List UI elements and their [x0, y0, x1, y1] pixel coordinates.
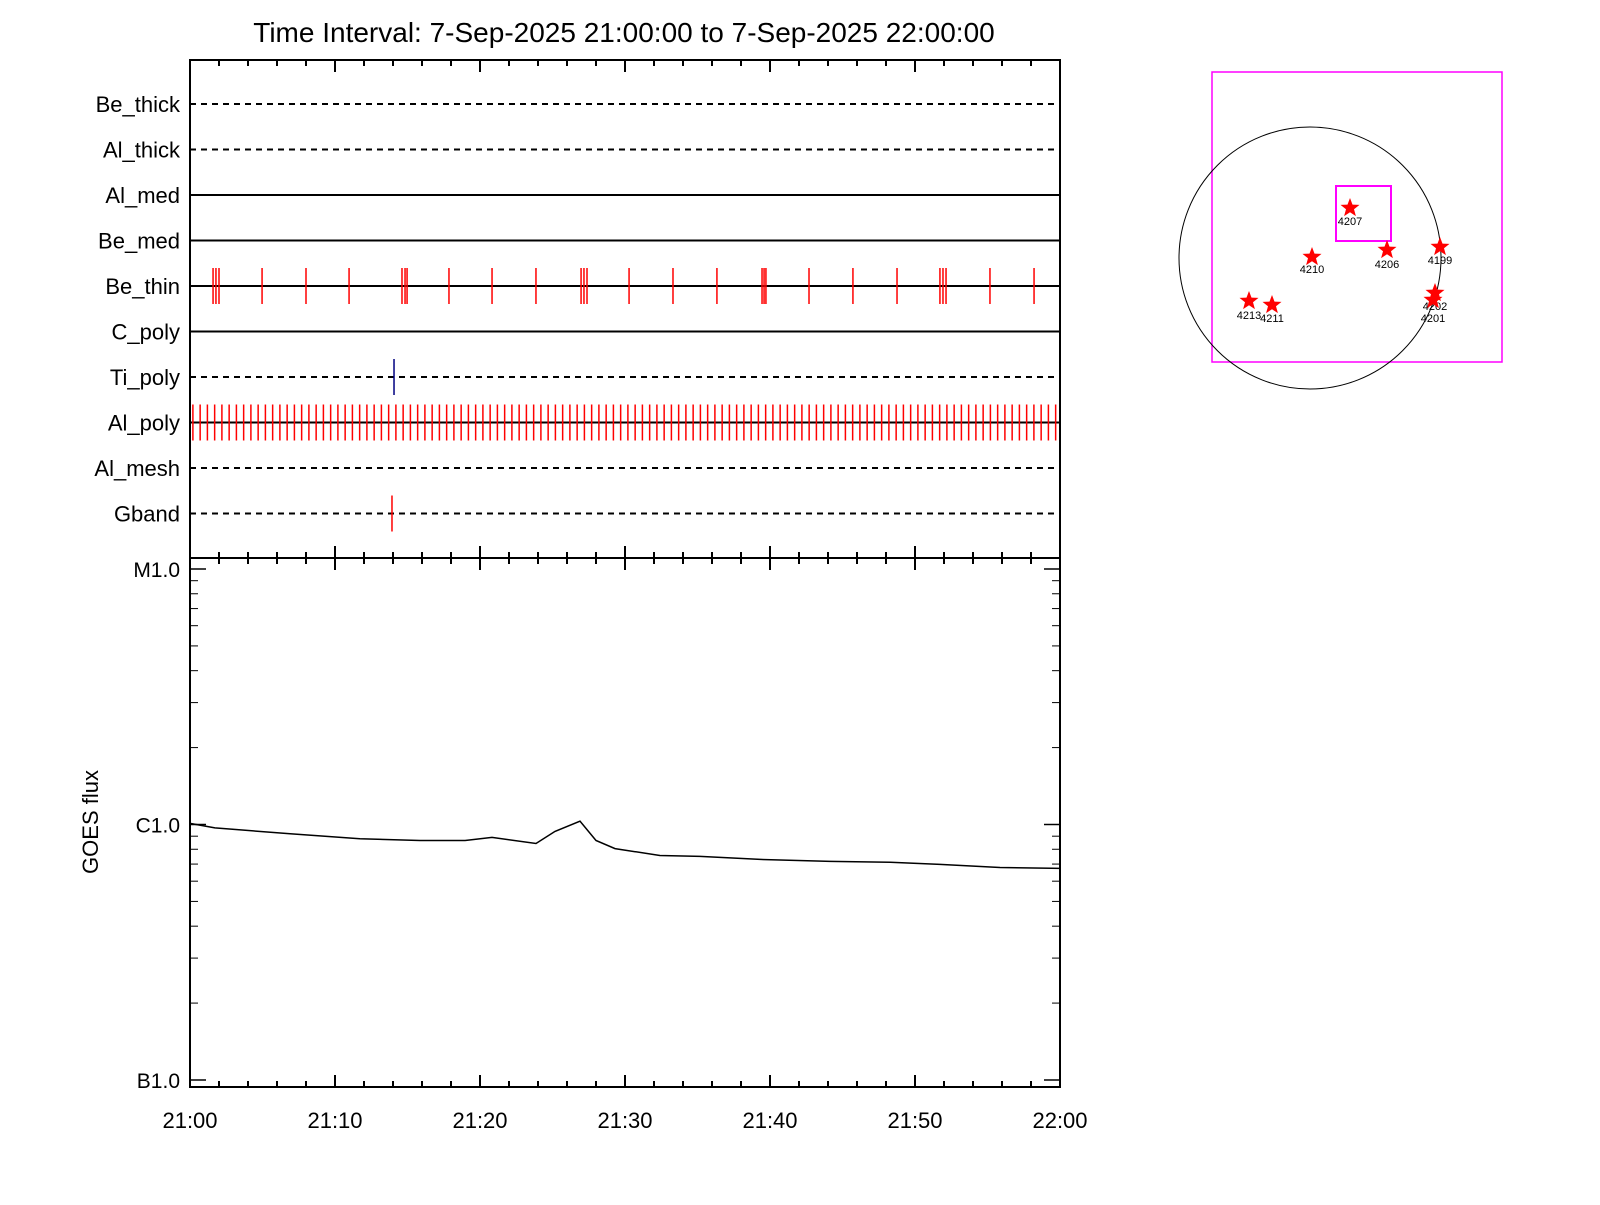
flux-line: [189, 820, 1061, 870]
region-star: [1423, 290, 1443, 309]
solar-limb: [1178, 126, 1442, 390]
x-tick-label: 21:40: [742, 1108, 797, 1133]
row-label: Al_med: [105, 183, 180, 208]
region-star: [1425, 283, 1445, 302]
top-frame: [189, 59, 1061, 559]
region-star: [1262, 295, 1282, 314]
y-axis-label: GOES flux: [78, 770, 103, 874]
row-label: Be_thick: [96, 92, 181, 117]
region-label: 4213: [1237, 310, 1261, 322]
row-label: Be_thin: [105, 274, 180, 299]
fov-box: [1211, 71, 1503, 363]
chart-title: Time Interval: 7-Sep-2025 21:00:00 to 7-…: [253, 17, 994, 48]
y-tick-label: M1.0: [133, 559, 180, 582]
region-label: 4201: [1421, 313, 1445, 325]
x-tick-label: 21:10: [307, 1108, 362, 1133]
region-star: [1377, 240, 1397, 259]
region-label: 4211: [1260, 313, 1284, 325]
region-star: [1302, 247, 1322, 266]
region-label: 4207: [1338, 216, 1362, 228]
target-box: [1335, 185, 1392, 242]
x-tick-label: 22:00: [1032, 1108, 1087, 1133]
bottom-frame: [189, 557, 1061, 1088]
row-label: Ti_poly: [110, 365, 180, 390]
row-label: Al_thick: [103, 138, 181, 163]
region-label: 4206: [1375, 259, 1399, 271]
region-label: 4199: [1428, 255, 1452, 267]
y-tick-label: C1.0: [136, 815, 180, 838]
row-label: Al_mesh: [94, 456, 180, 481]
region-label: 4210: [1300, 264, 1324, 276]
row-label: Gband: [114, 502, 180, 527]
region-star: [1430, 237, 1450, 256]
region-star: [1239, 291, 1259, 310]
y-tick-label: B1.0: [137, 1070, 180, 1093]
row-label: Be_med: [98, 229, 180, 254]
row-label: Al_poly: [108, 411, 180, 436]
x-tick-label: 21:20: [452, 1108, 507, 1133]
x-tick-label: 21:30: [597, 1108, 652, 1133]
x-tick-label: 21:00: [162, 1108, 217, 1133]
region-star: [1340, 198, 1360, 217]
x-tick-label: 21:50: [887, 1108, 942, 1133]
solar-map: [1178, 71, 1503, 390]
row-label: C_poly: [112, 320, 180, 345]
